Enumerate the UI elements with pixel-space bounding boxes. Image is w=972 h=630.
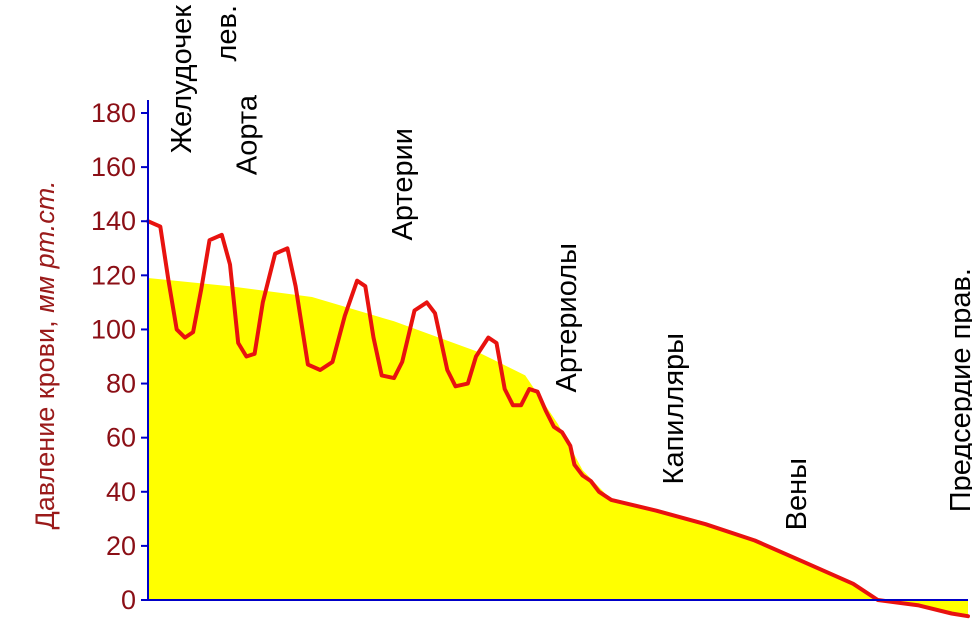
y-tick-label: 20	[106, 531, 136, 561]
y-axis-label: Давление крови, мм рт.ст.	[30, 180, 60, 529]
y-tick-label: 80	[106, 369, 136, 399]
y-tick-label: 100	[91, 314, 136, 344]
mean-pressure-area	[148, 278, 968, 617]
region-label: Аорта	[231, 94, 263, 175]
region-label: Предсердие прав.	[945, 268, 972, 512]
y-tick-label: 180	[91, 98, 136, 128]
y-tick-label: 0	[121, 585, 136, 615]
y-axis-label-plain: Давление крови,	[30, 313, 60, 530]
pressure-curve	[146, 219, 970, 619]
y-tick-label: 40	[106, 477, 136, 507]
region-label: Артериолы	[551, 243, 583, 393]
region-label: лев.	[211, 5, 243, 62]
y-axis-label-units: мм рт.ст.	[30, 180, 60, 312]
region-labels: Желудочек лев. Аорта Артерии Артериолы Капилл…	[166, 5, 972, 531]
y-tick-label: 140	[91, 206, 136, 236]
y-tick-label: 120	[91, 260, 136, 290]
y-tick-labels: 0 20 40 60 80 100 120 140 160 180	[91, 98, 148, 615]
region-label: Капилляры	[658, 333, 690, 484]
pressure-curve-layer	[146, 219, 970, 619]
region-label: Вены	[781, 458, 813, 530]
y-tick-label: 160	[91, 152, 136, 182]
axes-layer	[147, 100, 968, 601]
region-label: Артерии	[387, 128, 419, 240]
region-label: Желудочек	[166, 5, 198, 154]
mean-pressure-fill-layer	[148, 278, 968, 617]
y-tick-label: 60	[106, 423, 136, 453]
